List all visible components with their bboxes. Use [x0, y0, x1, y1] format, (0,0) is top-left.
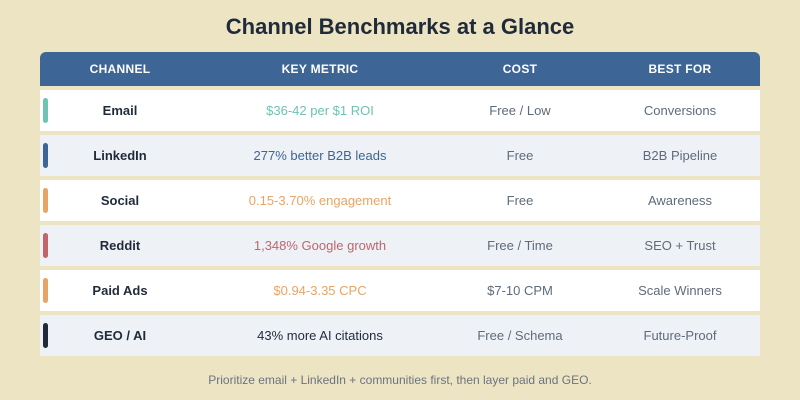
header-best-for: BEST FOR — [648, 62, 712, 76]
best-for-cell: B2B Pipeline — [642, 148, 718, 163]
row-accent-bar — [43, 98, 48, 123]
best-for-cell: Conversions — [643, 103, 717, 118]
metric-cell: $36-42 per $1 ROI — [266, 103, 374, 118]
cost-cell: Free / Schema — [477, 328, 563, 343]
benchmark-table: CHANNEL KEY METRIC COST BEST FOR Email $… — [40, 52, 760, 356]
channel-cell: Paid Ads — [92, 283, 148, 298]
cost-cell: $7-10 CPM — [487, 283, 553, 298]
table-row: GEO / AI 43% more AI citations Free / Sc… — [40, 315, 760, 356]
metric-cell: 43% more AI citations — [257, 328, 383, 343]
row-accent-bar — [43, 143, 48, 168]
metric-cell: 0.15-3.70% engagement — [248, 193, 392, 208]
best-for-cell: Scale Winners — [638, 283, 722, 298]
footer-note: Prioritize email + LinkedIn + communitie… — [208, 373, 592, 387]
header-key-metric: KEY METRIC — [281, 62, 359, 76]
row-accent-bar — [43, 278, 48, 303]
row-accent-bar — [43, 188, 48, 213]
cost-cell: Free / Low — [489, 103, 551, 118]
best-for-cell: Awareness — [647, 193, 713, 208]
metric-cell: 1,348% Google growth — [253, 238, 387, 253]
table-row: Social 0.15-3.70% engagement Free Awaren… — [40, 180, 760, 221]
channel-cell: Social — [100, 193, 140, 208]
best-for-cell: SEO + Trust — [644, 238, 716, 253]
channel-cell: GEO / AI — [93, 328, 147, 343]
header-cost: COST — [502, 62, 538, 76]
metric-cell: 277% better B2B leads — [253, 148, 387, 163]
table-header: CHANNEL KEY METRIC COST BEST FOR — [40, 52, 760, 86]
cost-cell: Free — [506, 148, 534, 163]
table-row: Paid Ads $0.94-3.35 CPC $7-10 CPM Scale … — [40, 270, 760, 311]
channel-cell: LinkedIn — [93, 148, 147, 163]
header-channel: CHANNEL — [89, 62, 151, 76]
row-accent-bar — [43, 233, 48, 258]
table-row: Email $36-42 per $1 ROI Free / Low Conve… — [40, 90, 760, 131]
table-row: LinkedIn 277% better B2B leads Free B2B … — [40, 135, 760, 176]
metric-cell: $0.94-3.35 CPC — [273, 283, 367, 298]
channel-cell: Reddit — [99, 238, 141, 253]
cost-cell: Free — [506, 193, 534, 208]
cost-cell: Free / Time — [487, 238, 553, 253]
table-row: Reddit 1,348% Google growth Free / Time … — [40, 225, 760, 266]
channel-cell: Email — [102, 103, 138, 118]
page-title: Channel Benchmarks at a Glance — [225, 14, 575, 39]
best-for-cell: Future-Proof — [643, 328, 717, 343]
row-accent-bar — [43, 323, 48, 348]
